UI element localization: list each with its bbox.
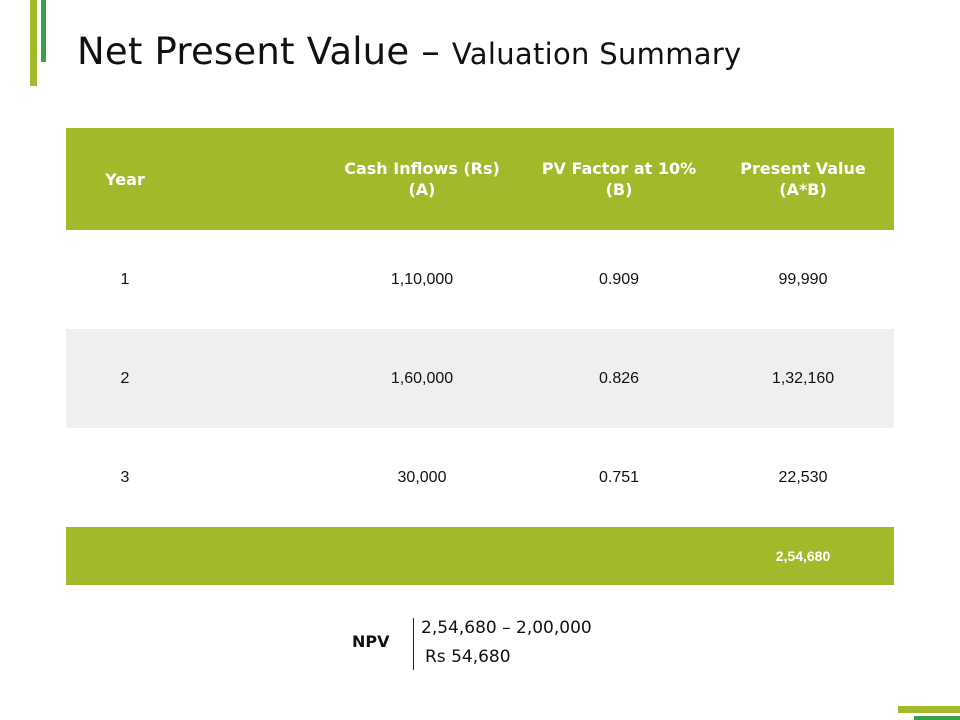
accent-bar-left-dark <box>41 0 46 62</box>
header-cash-inflows: Cash Inflows (Rs) (A) <box>318 128 526 230</box>
total-cell-cash-inflows <box>318 527 526 585</box>
table-row: 1 1,10,000 0.909 99,990 <box>66 230 894 329</box>
table-row: 2 1,60,000 0.826 1,32,160 <box>66 329 894 428</box>
cell-pv-factor: 0.826 <box>526 329 712 428</box>
npv-formula: 2,54,680 – 2,00,000 <box>421 618 592 638</box>
header-present-value: Present Value (A*B) <box>712 128 894 230</box>
npv-label: NPV <box>352 632 390 651</box>
cell-present-value: 1,32,160 <box>712 329 894 428</box>
header-pv-factor-line1: PV Factor at 10% <box>541 159 697 178</box>
table-row: 3 30,000 0.751 22,530 <box>66 428 894 527</box>
table-total-row: 2,54,680 <box>66 527 894 585</box>
page-title: Net Present Value – Valuation Summary <box>77 30 742 73</box>
total-cell-pv-factor <box>526 527 712 585</box>
cell-year: 1 <box>66 230 318 329</box>
accent-bar-left-light <box>30 0 37 86</box>
cell-cash-inflows: 1,10,000 <box>318 230 526 329</box>
header-pv-factor: PV Factor at 10% (B) <box>526 128 712 230</box>
npv-divider <box>413 618 414 670</box>
cell-cash-inflows: 1,60,000 <box>318 329 526 428</box>
cell-pv-factor: 0.751 <box>526 428 712 527</box>
cell-cash-inflows: 30,000 <box>318 428 526 527</box>
accent-bar-bottom-dark <box>914 716 960 720</box>
table-header-row: Year Cash Inflows (Rs) (A) PV Factor at … <box>66 128 894 230</box>
valuation-table: Year Cash Inflows (Rs) (A) PV Factor at … <box>66 128 894 585</box>
header-cash-inflows-line2: (A) <box>408 180 436 199</box>
cell-present-value: 22,530 <box>712 428 894 527</box>
header-year: Year <box>66 128 318 230</box>
cell-year: 3 <box>66 428 318 527</box>
header-present-value-line2: (A*B) <box>779 180 827 199</box>
header-present-value-line1: Present Value <box>740 159 866 178</box>
cell-present-value: 99,990 <box>712 230 894 329</box>
header-pv-factor-line2: (B) <box>605 180 633 199</box>
header-cash-inflows-line1: Cash Inflows (Rs) <box>344 159 500 178</box>
cell-year: 2 <box>66 329 318 428</box>
total-present-value: 2,54,680 <box>712 527 894 585</box>
npv-result: Rs 54,680 <box>425 647 511 667</box>
header-year-label: Year <box>105 169 145 189</box>
npv-summary: NPV 2,54,680 – 2,00,000 Rs 54,680 <box>350 614 650 670</box>
page-title-sub: Valuation Summary <box>451 37 742 71</box>
cell-pv-factor: 0.909 <box>526 230 712 329</box>
accent-bar-bottom-light <box>898 706 960 713</box>
page-title-main: Net Present Value – <box>77 30 452 73</box>
total-cell-year <box>66 527 318 585</box>
